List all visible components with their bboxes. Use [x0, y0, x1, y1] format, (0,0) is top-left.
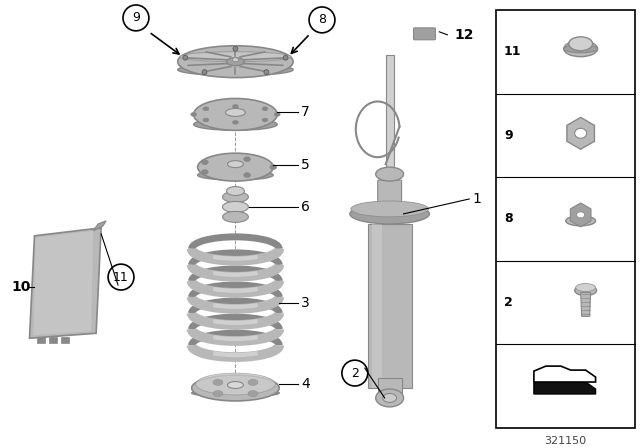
Ellipse shape	[569, 37, 593, 51]
Ellipse shape	[227, 382, 243, 388]
Ellipse shape	[202, 160, 209, 165]
Polygon shape	[33, 231, 93, 335]
Bar	[386, 55, 394, 174]
Bar	[49, 337, 58, 343]
Ellipse shape	[262, 107, 268, 111]
Circle shape	[264, 69, 269, 75]
Ellipse shape	[202, 169, 209, 175]
Ellipse shape	[232, 104, 239, 108]
Ellipse shape	[351, 201, 428, 217]
Ellipse shape	[575, 285, 596, 296]
Text: 2: 2	[351, 366, 359, 379]
Ellipse shape	[564, 45, 598, 53]
Ellipse shape	[203, 107, 209, 111]
Polygon shape	[93, 221, 106, 231]
Ellipse shape	[198, 153, 273, 181]
Ellipse shape	[198, 170, 273, 180]
Text: 8: 8	[318, 13, 326, 26]
Ellipse shape	[566, 216, 596, 226]
Ellipse shape	[191, 375, 279, 401]
Ellipse shape	[575, 128, 587, 138]
Polygon shape	[534, 366, 596, 382]
Bar	[496, 10, 636, 428]
Ellipse shape	[376, 389, 404, 407]
Ellipse shape	[223, 202, 248, 212]
Text: 321150: 321150	[545, 436, 587, 446]
Ellipse shape	[194, 99, 277, 130]
Text: 7: 7	[301, 105, 310, 120]
Ellipse shape	[248, 379, 258, 385]
Ellipse shape	[248, 391, 258, 396]
Ellipse shape	[203, 118, 209, 122]
Ellipse shape	[577, 212, 584, 218]
Ellipse shape	[227, 186, 244, 195]
FancyBboxPatch shape	[378, 180, 401, 210]
Bar	[372, 224, 381, 388]
Ellipse shape	[376, 167, 404, 181]
Ellipse shape	[178, 64, 293, 76]
Ellipse shape	[225, 108, 245, 116]
Text: 10: 10	[12, 280, 31, 294]
Ellipse shape	[232, 58, 239, 62]
Ellipse shape	[196, 373, 275, 395]
Text: 4: 4	[301, 377, 310, 391]
Text: 11: 11	[113, 271, 129, 284]
FancyBboxPatch shape	[413, 28, 435, 40]
Text: 5: 5	[301, 158, 310, 172]
Circle shape	[202, 69, 207, 75]
Text: 1: 1	[472, 192, 481, 206]
Text: 9: 9	[504, 129, 513, 142]
Ellipse shape	[227, 161, 243, 168]
Polygon shape	[580, 293, 591, 316]
Text: 2: 2	[504, 296, 513, 309]
Ellipse shape	[274, 112, 280, 116]
Circle shape	[283, 55, 288, 60]
Ellipse shape	[232, 121, 239, 125]
Ellipse shape	[383, 393, 397, 402]
Bar	[38, 337, 45, 343]
Ellipse shape	[223, 191, 248, 202]
Circle shape	[233, 46, 238, 51]
Circle shape	[183, 55, 188, 60]
Ellipse shape	[576, 284, 596, 292]
Ellipse shape	[564, 41, 598, 57]
Text: 6: 6	[301, 200, 310, 214]
Ellipse shape	[191, 112, 196, 116]
Text: 12: 12	[454, 28, 474, 42]
Ellipse shape	[244, 157, 251, 162]
Bar	[61, 337, 69, 343]
Ellipse shape	[227, 58, 244, 66]
Text: 11: 11	[504, 45, 522, 58]
Ellipse shape	[178, 46, 293, 78]
Ellipse shape	[223, 211, 248, 222]
Ellipse shape	[269, 165, 276, 170]
Text: 9: 9	[132, 11, 140, 24]
Bar	[378, 378, 401, 393]
Ellipse shape	[191, 389, 279, 397]
Polygon shape	[368, 224, 412, 388]
Text: 8: 8	[504, 212, 513, 225]
Ellipse shape	[350, 204, 429, 224]
Ellipse shape	[262, 118, 268, 122]
Ellipse shape	[244, 172, 251, 177]
Ellipse shape	[213, 391, 223, 396]
Ellipse shape	[213, 379, 223, 385]
Polygon shape	[534, 378, 596, 394]
Text: 3: 3	[301, 296, 310, 310]
Ellipse shape	[194, 118, 277, 130]
Polygon shape	[29, 228, 101, 338]
Ellipse shape	[180, 52, 291, 62]
